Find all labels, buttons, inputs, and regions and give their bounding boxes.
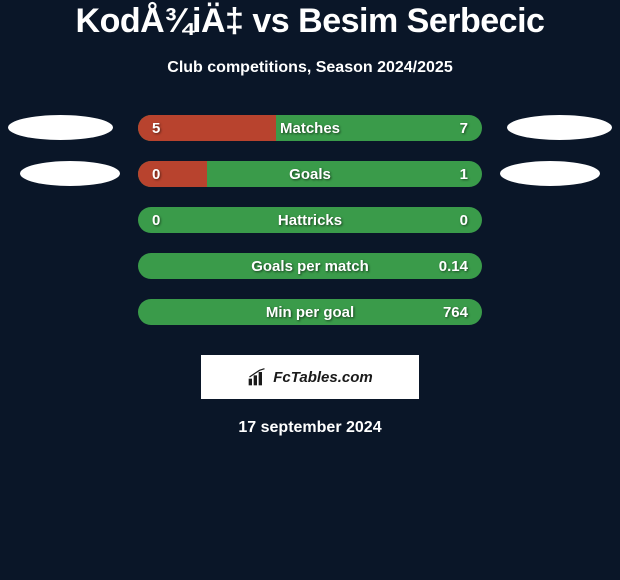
- stat-label: Goals per match: [251, 258, 369, 275]
- stat-bar-left-fill: [138, 161, 207, 187]
- stat-value-left: 0: [152, 212, 160, 229]
- stat-value-right: 764: [443, 304, 468, 321]
- stat-bar: 0 Goals 1: [138, 161, 482, 187]
- subtitle: Club competitions, Season 2024/2025: [167, 59, 452, 77]
- stat-row: 0 Goals 1: [0, 161, 620, 187]
- stats-area: 5 Matches 7 0 Goals 1 0 Hattricks 0 Goals per mat…: [0, 115, 620, 325]
- stat-row: Min per goal 764: [0, 299, 620, 325]
- date-label: 17 september 2024: [238, 419, 381, 437]
- stat-bar: 0 Hattricks 0: [138, 207, 482, 233]
- stat-value-left: 5: [152, 120, 160, 137]
- stat-row: 5 Matches 7: [0, 115, 620, 141]
- ellipse-right: [507, 115, 612, 140]
- stat-value-right: 0.14: [439, 258, 468, 275]
- stat-value-left: 0: [152, 166, 160, 183]
- ellipse-right: [500, 161, 600, 186]
- stat-bar: 5 Matches 7: [138, 115, 482, 141]
- stat-bar: Min per goal 764: [138, 299, 482, 325]
- brand-box[interactable]: FcTables.com: [201, 355, 419, 399]
- stat-row: 0 Hattricks 0: [0, 207, 620, 233]
- stat-label: Matches: [280, 120, 340, 137]
- stat-value-right: 0: [460, 212, 468, 229]
- page-title: KodÅ¾iÄ‡ vs Besim Serbecic: [76, 2, 545, 41]
- ellipse-left: [20, 161, 120, 186]
- stat-label: Hattricks: [278, 212, 342, 229]
- stat-value-right: 7: [460, 120, 468, 137]
- stat-row: Goals per match 0.14: [0, 253, 620, 279]
- brand-label: FcTables.com: [273, 369, 372, 386]
- chart-icon: [247, 367, 267, 387]
- stat-value-right: 1: [460, 166, 468, 183]
- stat-bar: Goals per match 0.14: [138, 253, 482, 279]
- stat-label: Goals: [289, 166, 331, 183]
- ellipse-left: [8, 115, 113, 140]
- stat-label: Min per goal: [266, 304, 354, 321]
